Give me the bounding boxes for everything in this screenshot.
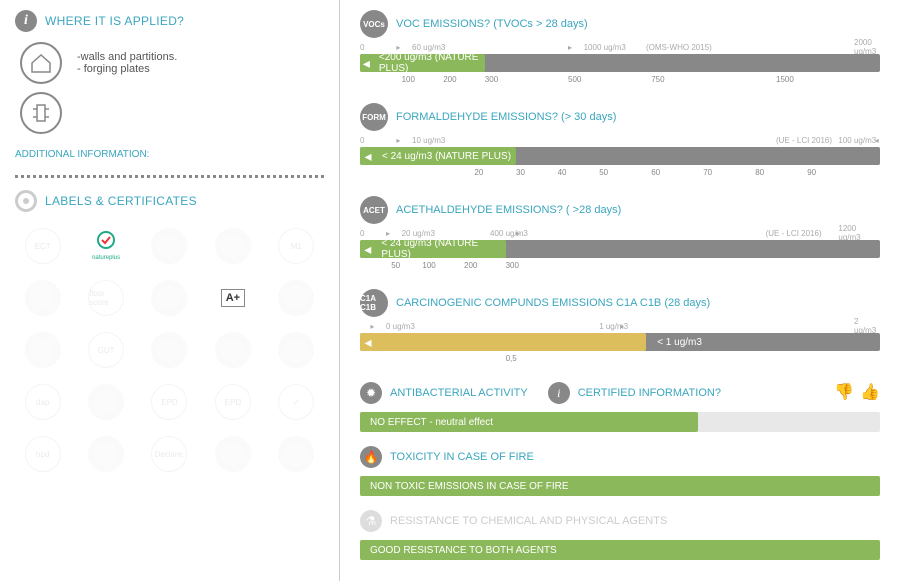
applied-item: -walls and partitions. - forging plates	[15, 42, 324, 84]
cert-item	[142, 224, 197, 268]
emission-badge: ACET	[360, 196, 388, 224]
info-section-icon: ✹	[360, 382, 382, 404]
cert-item	[142, 276, 197, 320]
where-applied-header: i WHERE IT IS APPLIED?	[15, 10, 324, 32]
info-section-title: TOXICITY IN CASE OF FIRE	[390, 451, 534, 463]
cert-item: floor score	[78, 276, 133, 320]
info-section: ⚗ RESISTANCE TO CHEMICAL AND PHYSICAL AGE…	[360, 510, 880, 560]
thumbs-icons[interactable]: 👎👍	[834, 382, 880, 404]
emission-header: FORM FORMALDEHYDE EMISSIONS? (> 30 days)	[360, 103, 880, 131]
cert-item	[269, 276, 324, 320]
cert-item: hpd	[15, 432, 70, 476]
info-section: 🔥 TOXICITY IN CASE OF FIRE NON TOXIC EMISS…	[360, 446, 880, 496]
cert-item: EPD	[205, 380, 260, 424]
info-icon: i	[15, 10, 37, 32]
cert-item	[205, 432, 260, 476]
info-section-title: ANTIBACTERIAL ACTIVITY	[390, 387, 528, 399]
cert-item	[205, 328, 260, 372]
top-scale: 0▸20 ug/m3400 ug/m3▸(UE - LCI 2016)1200 …	[360, 228, 880, 238]
cert-item	[142, 328, 197, 372]
cert-item	[15, 328, 70, 372]
cert-badge-icon	[15, 190, 37, 212]
info-header: 🔥 TOXICITY IN CASE OF FIRE	[360, 446, 880, 468]
cert-item: ✓	[269, 380, 324, 424]
emission-header: ACET ACETHALDEHYDE EMISSIONS? ( >28 days)	[360, 196, 880, 224]
info-section-icon: ⚗	[360, 510, 382, 532]
cert-item: dap	[15, 380, 70, 424]
cert-item	[15, 276, 70, 320]
divider	[15, 175, 324, 178]
labels-header: LABELS & CERTIFICATES	[15, 190, 324, 212]
emission-block: VOCs VOC EMISSIONS? (TVOCs > 28 days) 0▸60…	[360, 10, 880, 87]
labels-title: LABELS & CERTIFICATES	[45, 194, 197, 208]
applied-item	[15, 92, 324, 134]
cert-item: A+	[205, 276, 260, 320]
emission-bar: ◂< 1 ug/m3	[360, 333, 880, 351]
emission-header: VOCs VOC EMISSIONS? (TVOCs > 28 days)	[360, 10, 880, 38]
bottom-scale: 2030405060708090	[360, 168, 880, 180]
result-bar: NO EFFECT - neutral effect	[360, 412, 880, 432]
emission-title: CARCINOGENIC COMPUNDS EMISSIONS C1A C1B …	[396, 297, 710, 309]
additional-info-label: ADDITIONAL INFORMATION:	[15, 149, 324, 160]
top-scale: 0▸60 ug/m3▸1000 ug/m3(OMS-WHO 2015)2000 …	[360, 42, 880, 52]
emission-badge: VOCs	[360, 10, 388, 38]
applied-text: -walls and partitions. - forging plates	[77, 51, 177, 75]
result-bar: NON TOXIC EMISSIONS IN CASE OF FIRE	[360, 476, 880, 496]
cert-item: natureplus	[78, 224, 133, 268]
certified-info-title: CERTIFIED INFORMATION?	[578, 387, 721, 399]
emission-badge: C1A C1B	[360, 289, 388, 317]
cert-item	[205, 224, 260, 268]
emission-bar: ◂< 24 ug/m3 (NATURE PLUS)	[360, 240, 880, 258]
info-header: ⚗ RESISTANCE TO CHEMICAL AND PHYSICAL AGE…	[360, 510, 880, 532]
emission-bar: ◂<200 ug/m3 (NATURE PLUS)	[360, 54, 880, 72]
cert-item: ECT	[15, 224, 70, 268]
bottom-scale: 50100200300	[360, 261, 880, 273]
emission-badge: FORM	[360, 103, 388, 131]
house-icon	[20, 42, 62, 84]
emission-header: C1A C1B CARCINOGENIC COMPUNDS EMISSIONS C…	[360, 289, 880, 317]
top-scale: 0▸10 ug/m3(UE - LCI 2016)100 ug/m3◂	[360, 135, 880, 145]
info-icon: i	[548, 382, 570, 404]
cert-item: M1	[269, 224, 324, 268]
bottom-scale: 1002003005007501500	[360, 75, 880, 87]
cert-item: EPD	[142, 380, 197, 424]
right-panel: VOCs VOC EMISSIONS? (TVOCs > 28 days) 0▸60…	[340, 0, 900, 581]
bottom-scale: 0,5	[360, 354, 880, 366]
info-section-title: RESISTANCE TO CHEMICAL AND PHYSICAL AGEN…	[390, 515, 667, 527]
emission-block: C1A C1B CARCINOGENIC COMPUNDS EMISSIONS C…	[360, 289, 880, 366]
emission-block: ACET ACETHALDEHYDE EMISSIONS? ( >28 days)…	[360, 196, 880, 273]
cert-grid: ECTnatureplus M1 floor score A+ GUTdap EPDEPD…	[15, 224, 324, 476]
info-header: ✹ ANTIBACTERIAL ACTIVITY i CERTIFIED INFORM…	[360, 382, 880, 404]
result-bar: GOOD RESISTANCE TO BOTH AGENTS	[360, 540, 880, 560]
emission-block: FORM FORMALDEHYDE EMISSIONS? (> 30 days) 0…	[360, 103, 880, 180]
left-panel: i WHERE IT IS APPLIED? -walls and partit…	[0, 0, 340, 581]
thumb-down-icon[interactable]: 👎	[834, 382, 854, 404]
partition-icon	[20, 92, 62, 134]
cert-item	[269, 328, 324, 372]
top-scale: ▸0 ug/m31 ug/m3▸2 ug/m3	[360, 321, 880, 331]
emission-title: ACETHALDEHYDE EMISSIONS? ( >28 days)	[396, 204, 621, 216]
emission-title: FORMALDEHYDE EMISSIONS? (> 30 days)	[396, 111, 616, 123]
info-section: ✹ ANTIBACTERIAL ACTIVITY i CERTIFIED INFORM…	[360, 382, 880, 432]
cert-item: GUT	[78, 328, 133, 372]
thumb-up-icon[interactable]: 👍	[860, 382, 880, 404]
cert-item	[78, 432, 133, 476]
cert-item: Declare.	[142, 432, 197, 476]
info-section-icon: 🔥	[360, 446, 382, 468]
emission-title: VOC EMISSIONS? (TVOCs > 28 days)	[396, 18, 588, 30]
cert-item	[269, 432, 324, 476]
where-applied-title: WHERE IT IS APPLIED?	[45, 14, 184, 28]
cert-item	[78, 380, 133, 424]
emission-bar: ◂< 24 ug/m3 (NATURE PLUS)	[360, 147, 880, 165]
